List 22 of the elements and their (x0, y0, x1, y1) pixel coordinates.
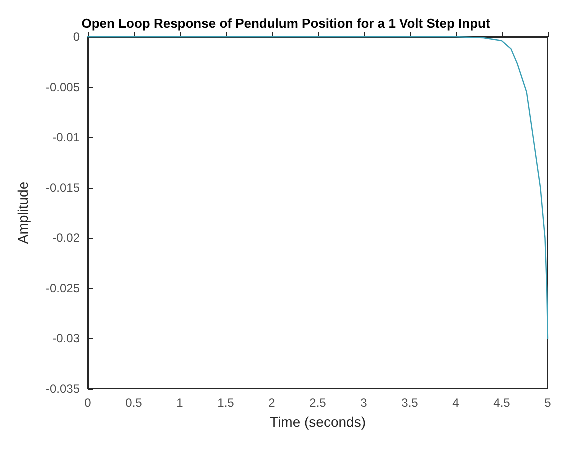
y-tick-label: -0.02 (52, 231, 80, 246)
y-tick-label: -0.035 (46, 382, 80, 396)
x-tick-label: 2 (268, 396, 276, 410)
x-tick-label: 4 (452, 396, 460, 410)
y-tick-label: 0 (73, 30, 80, 44)
y-tick-label: -0.005 (46, 80, 80, 94)
x-tick-label: 3.5 (402, 396, 419, 410)
y-tick-label: -0.025 (46, 281, 80, 296)
x-tick-label: 3 (360, 396, 368, 410)
chart-title: Open Loop Response of Pendulum Position for a 1 Volt Step Input (82, 16, 491, 31)
y-tick-label: -0.01 (52, 130, 80, 145)
y-tick-label: -0.03 (52, 332, 80, 346)
x-tick-label: 2.5 (310, 396, 327, 410)
x-tick-label: 0.5 (126, 396, 143, 410)
x-tick-label: 0 (84, 396, 92, 410)
y-axis-title: Amplitude (15, 182, 31, 244)
x-axis-title: Time (seconds) (270, 414, 366, 430)
x-tick-label: 1 (176, 396, 184, 410)
x-tick-label: 1.5 (218, 396, 235, 410)
x-tick-label: 4.5 (494, 396, 511, 410)
y-tick-label: -0.015 (46, 180, 80, 195)
x-tick-label: 5 (544, 396, 552, 410)
